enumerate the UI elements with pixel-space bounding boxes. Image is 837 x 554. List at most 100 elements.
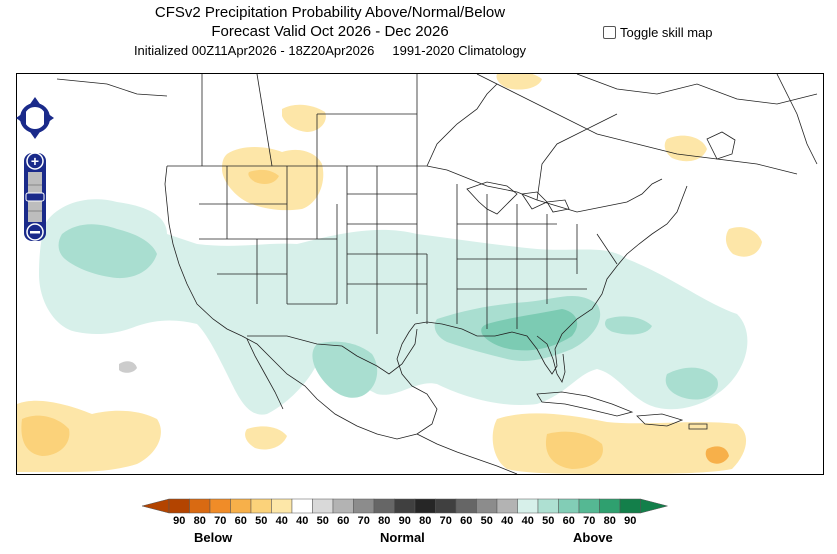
state-lines-east xyxy=(456,184,618,329)
colorbar-tick-label: 80 xyxy=(603,515,616,527)
colorbar-tick-label: 60 xyxy=(562,515,575,527)
colorbar-cell xyxy=(496,498,518,514)
above-mid-region-mexico xyxy=(312,341,378,398)
pan-down-icon xyxy=(28,129,42,139)
colorbar-tick-label: 70 xyxy=(439,515,452,527)
quebec-line xyxy=(536,113,618,201)
colorbar-cell xyxy=(476,498,498,514)
colorbar-tick-label: 60 xyxy=(460,515,473,527)
colorbar-cell xyxy=(209,498,231,514)
skill-map-toggle[interactable]: Toggle skill map xyxy=(603,25,713,40)
pan-control[interactable] xyxy=(16,97,54,139)
above-mid-region-ne xyxy=(605,316,652,335)
above-mid-region-west xyxy=(58,224,157,279)
colorbar-tick-label: 40 xyxy=(275,515,288,527)
colorbar-tick-label: 80 xyxy=(419,515,432,527)
colorbar-tick-label: 40 xyxy=(521,515,534,527)
colorbar-tick-label: 70 xyxy=(583,515,596,527)
zoom-slider-thumb xyxy=(25,192,45,202)
below-region-mexico-coast xyxy=(245,426,287,450)
colorbar-labels: 90 80 70 60 50 40 40 50 60 70 80 90 80 70 60 50 40 40 50 60… xyxy=(142,515,672,529)
colorbar-tick-label: 80 xyxy=(193,515,206,527)
below-region-hudson xyxy=(496,74,542,90)
west-coast xyxy=(164,165,243,337)
colorbar-tick-label: 40 xyxy=(296,515,309,527)
colorbar-tick-label: 70 xyxy=(357,515,370,527)
central-america xyxy=(416,433,518,474)
below-region-canada-west xyxy=(282,104,326,132)
colorbar-cell xyxy=(312,498,334,514)
colorbar-tick-label: 40 xyxy=(501,515,514,527)
initialized-text: Initialized 00Z11Apr2026 - 18Z20Apr2026 xyxy=(133,43,375,58)
colorbar-cell xyxy=(558,498,580,514)
arctic-coast xyxy=(476,74,798,175)
title-block: CFSv2 Precipitation Probability Above/No… xyxy=(0,3,660,60)
colorbar-cell xyxy=(578,498,600,514)
colorbar-cell xyxy=(291,498,313,514)
cuba xyxy=(536,391,634,417)
below-region-northwest-mid xyxy=(248,169,279,184)
canada-us-border xyxy=(167,165,663,213)
colorbar-tick-label: 50 xyxy=(480,515,493,527)
colorbar-cell xyxy=(599,498,621,514)
below-region-caribbean xyxy=(492,413,747,474)
colorbar-cell xyxy=(414,498,436,514)
skill-map-checkbox[interactable] xyxy=(603,26,616,39)
below-region-lesser-antilles xyxy=(705,446,729,464)
below-region-pacific-south-mid xyxy=(21,415,70,456)
skill-map-label: Toggle skill map xyxy=(620,25,713,40)
great-lakes xyxy=(466,181,570,215)
pan-left-icon xyxy=(16,111,26,125)
normal-label: Normal xyxy=(380,530,425,545)
above-mid-region-atlantic xyxy=(665,367,718,400)
climatology-text: 1991-2020 Climatology xyxy=(392,43,527,58)
colorbar-tick-label: 50 xyxy=(542,515,555,527)
colorbar-cell xyxy=(353,498,375,514)
pan-up-icon xyxy=(28,97,42,107)
colorbar-tick-label: 60 xyxy=(337,515,350,527)
below-region-atlantic-east xyxy=(725,227,762,257)
colorbar-cell xyxy=(394,498,416,514)
colorbar-cell xyxy=(517,498,539,514)
above-label: Above xyxy=(573,530,613,545)
zoom-control[interactable]: + xyxy=(24,152,46,241)
boundaries xyxy=(56,74,818,474)
colorbar-cell xyxy=(250,498,272,514)
gulf-coast xyxy=(414,185,688,375)
below-label: Below xyxy=(194,530,233,545)
map-navigation[interactable]: + xyxy=(16,95,54,245)
colorbar-tick-label: 90 xyxy=(173,515,186,527)
colorbar-tick-label: 90 xyxy=(398,515,411,527)
colorbar-cell xyxy=(619,498,641,514)
colorbar-right-arrow xyxy=(640,498,669,514)
init-info: Initialized 00Z11Apr2026 - 18Z20Apr2026 1… xyxy=(0,41,660,60)
us-mexico-border xyxy=(247,328,418,375)
above-light-region xyxy=(39,199,748,415)
above-dark-region-southeast xyxy=(481,309,578,351)
florida-peninsula xyxy=(536,335,566,383)
zoom-out-icon xyxy=(30,231,40,234)
colorbar-tick-label: 50 xyxy=(316,515,329,527)
pan-right-icon xyxy=(44,111,54,125)
colorbar-tick-label: 50 xyxy=(255,515,268,527)
colorbar-cell xyxy=(271,498,293,514)
colorbar-tick-label: 60 xyxy=(234,515,247,527)
colorbar-cell xyxy=(373,498,395,514)
canada-line-2 xyxy=(256,74,273,167)
colorbar-cell xyxy=(230,498,252,514)
colorbar-cell xyxy=(332,498,354,514)
above-normal-shading xyxy=(39,199,748,415)
map-panel[interactable] xyxy=(16,73,824,475)
mexico-outline xyxy=(241,323,438,440)
colorbar-left-arrow xyxy=(141,498,170,514)
below-region-labrador xyxy=(664,135,707,162)
colorbar-cell xyxy=(168,498,190,514)
map-title: CFSv2 Precipitation Probability Above/No… xyxy=(154,4,506,21)
hudson-bay-coast xyxy=(426,83,498,167)
forecast-map xyxy=(17,74,818,474)
below-normal-shading xyxy=(17,74,762,474)
greenland-edge xyxy=(776,74,818,165)
colorbar-tick-label: 80 xyxy=(378,515,391,527)
forecast-valid: Forecast Valid Oct 2026 - Dec 2026 xyxy=(211,23,449,40)
newfoundland xyxy=(706,131,736,160)
